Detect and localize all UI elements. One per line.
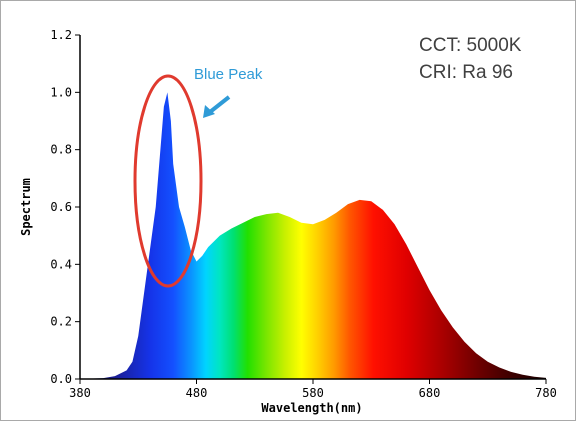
cct-label: CCT: 5000K bbox=[419, 35, 522, 56]
x-tick-label: 380 bbox=[69, 386, 91, 400]
blue-peak-label: Blue Peak bbox=[194, 66, 263, 83]
x-tick-label: 780 bbox=[535, 386, 557, 400]
x-tick-label: 580 bbox=[302, 386, 324, 400]
y-axis-title: Spectrum bbox=[19, 178, 33, 236]
cri-label: CRI: Ra 96 bbox=[419, 62, 513, 83]
spectrum-area bbox=[80, 92, 546, 379]
axis-ticks: 0.0 0.2 0.4 0.6 0.8 1.0 1.2 380 480 580 680 780 bbox=[50, 28, 557, 400]
y-tick-label: 1.2 bbox=[50, 28, 72, 42]
y-tick-label: 1.0 bbox=[50, 85, 72, 99]
y-tick-label: 0.0 bbox=[50, 372, 72, 386]
x-axis-title: Wavelength(nm) bbox=[261, 401, 362, 415]
y-tick-label: 0.6 bbox=[50, 200, 72, 214]
y-tick-label: 0.8 bbox=[50, 143, 72, 157]
y-tick-label: 0.4 bbox=[50, 257, 72, 271]
blue-peak-highlight-circle bbox=[133, 74, 203, 288]
y-tick-label: 0.2 bbox=[50, 315, 72, 329]
x-tick-label: 680 bbox=[419, 386, 441, 400]
blue-peak-arrow bbox=[203, 95, 231, 118]
x-tick-label: 480 bbox=[186, 386, 208, 400]
